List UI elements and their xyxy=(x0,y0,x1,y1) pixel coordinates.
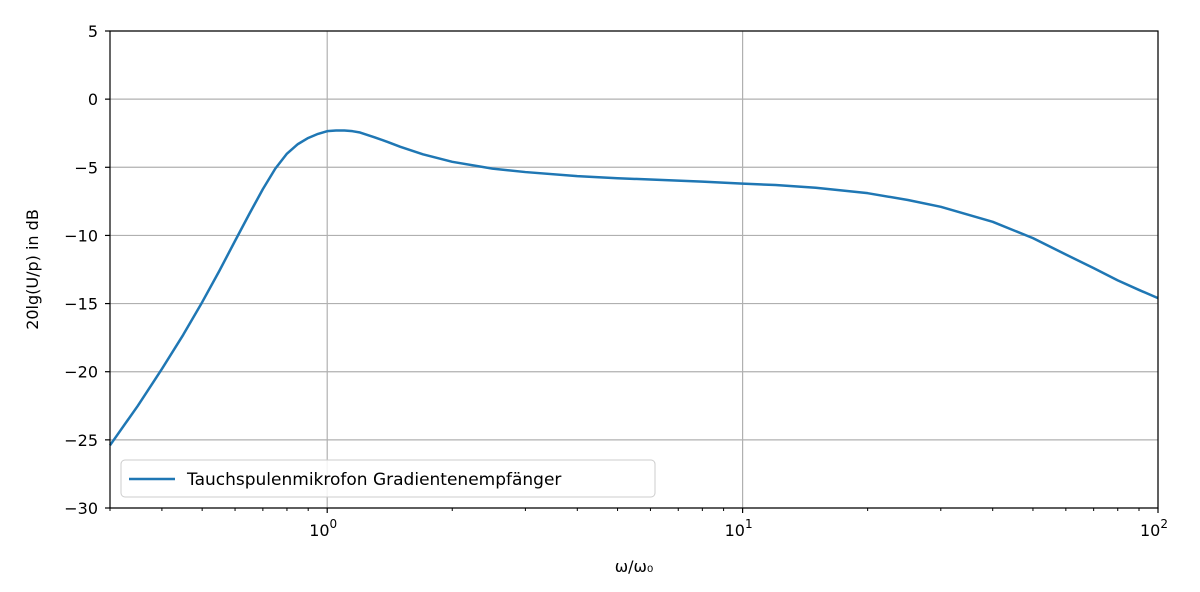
legend-label: Tauchspulenmikrofon Gradientenempfänger xyxy=(186,470,561,490)
y-tick-label: −30 xyxy=(64,499,98,518)
series-line-0 xyxy=(108,129,1159,447)
x-tick-label: 100 xyxy=(309,517,337,540)
plot-frame xyxy=(109,30,1159,509)
legend: Tauchspulenmikrofon Gradientenempfänger xyxy=(120,459,656,498)
plot-background xyxy=(110,31,1158,508)
y-tick-label: −5 xyxy=(74,158,98,177)
major-ticks xyxy=(105,30,1159,513)
y-tick-label: −10 xyxy=(64,226,98,245)
y-tick-label: −25 xyxy=(64,431,98,450)
y-tick-label: 5 xyxy=(88,22,98,41)
x-tick-label: 102 xyxy=(1140,517,1168,540)
y-axis-label: 20lg(U/p) in dB xyxy=(23,209,42,330)
y-tick-label: −15 xyxy=(64,295,98,314)
x-tick-label: 101 xyxy=(725,517,753,540)
x-axis-label: ω/ω₀ xyxy=(615,557,654,576)
series-layer xyxy=(108,129,1159,447)
y-tick-label: −20 xyxy=(64,363,98,382)
y-tick-label: 0 xyxy=(88,90,98,109)
legend-box xyxy=(120,459,656,498)
